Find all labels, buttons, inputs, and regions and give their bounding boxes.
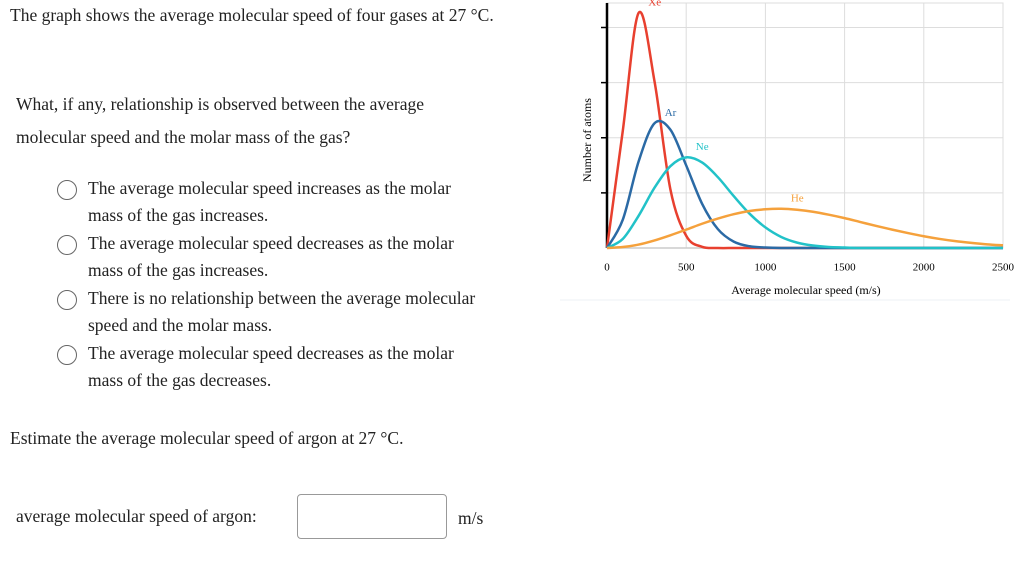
- option[interactable]: The average molecular speed decreases as…: [88, 343, 454, 390]
- x-axis-label: Average molecular speed (m/s): [731, 283, 880, 297]
- radio[interactable]: [57, 235, 77, 255]
- curve: [605, 10, 1003, 250]
- unit: m/s: [458, 508, 484, 528]
- series-label: Xe: [648, 0, 661, 8]
- option[interactable]: There is no relationship between the ave…: [88, 288, 476, 335]
- x-tick-label: 0: [604, 262, 610, 274]
- intro: The graph shows the average molecular sp…: [10, 5, 494, 25]
- x-tick-label: 1000: [754, 262, 777, 274]
- curve: [606, 207, 1004, 250]
- x-tick-label: 2000: [913, 262, 936, 274]
- x-tick-label: 500: [678, 262, 695, 274]
- series-label: Ar: [665, 107, 677, 119]
- x-tick-label: 2500: [992, 262, 1015, 274]
- option[interactable]: The average molecular speed increases as…: [88, 178, 451, 225]
- curve: [606, 156, 1003, 250]
- option[interactable]: The average molecular speed decreases as…: [88, 233, 454, 280]
- prompt: What, if any, relationship is observed b…: [16, 94, 425, 147]
- curve: [605, 119, 1003, 250]
- answer-label: average molecular speed of argon:: [16, 506, 257, 526]
- series-label: Ne: [696, 141, 709, 153]
- radio[interactable]: [57, 290, 77, 310]
- series-label: He: [791, 192, 804, 204]
- x-tick-label: 1500: [834, 262, 857, 274]
- chart: Number of atoms Average molecular speed …: [560, 0, 1015, 301]
- y-axis-label: Number of atoms: [580, 98, 594, 182]
- radio[interactable]: [57, 180, 77, 200]
- answer-input[interactable]: [297, 494, 447, 539]
- followup: Estimate the average molecular speed of …: [10, 428, 404, 448]
- radio[interactable]: [57, 345, 77, 365]
